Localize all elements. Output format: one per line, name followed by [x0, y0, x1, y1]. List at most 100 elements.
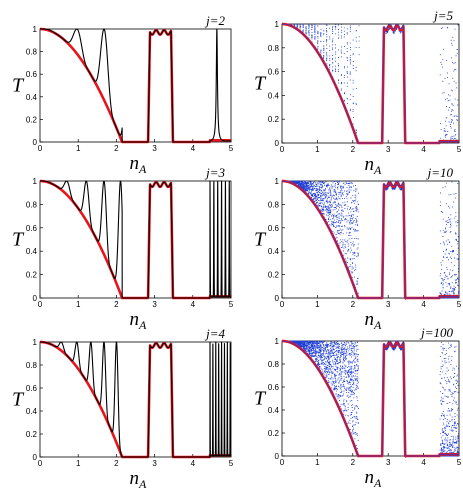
x-tick-label: 1: [315, 300, 320, 309]
y-axis-label: T: [254, 229, 267, 251]
x-axis-label: nA: [130, 468, 148, 491]
plot-area: [40, 179, 231, 300]
envelope-series: [40, 340, 231, 459]
band-outline: [282, 180, 459, 299]
calculated-series: [40, 180, 231, 299]
x-tick-label: 2: [114, 144, 119, 153]
envelope-series: [282, 179, 459, 300]
y-tick-label: 0.8: [268, 200, 280, 209]
x-axis-label-subscript: A: [373, 476, 382, 490]
x-axis-label-subscript: A: [138, 318, 147, 332]
x-tick-label: 4: [191, 459, 196, 468]
x-tick-label: 2: [114, 459, 119, 468]
panel-label: j=100: [419, 325, 453, 340]
y-tick-label: 0.2: [26, 430, 38, 439]
y-tick-label: 0.8: [26, 200, 38, 209]
x-axis-label: nA: [130, 153, 148, 176]
x-tick-label: 0: [280, 300, 285, 309]
x-tick-label: 5: [229, 459, 234, 468]
x-axis-label-subscript: A: [373, 163, 382, 177]
y-tick-label: 0.6: [26, 384, 38, 393]
x-tick-label: 1: [315, 458, 320, 467]
y-tick-label: 0.8: [26, 48, 38, 57]
x-axis-label: nA: [365, 309, 383, 332]
y-tick-label: 0: [33, 138, 38, 147]
panel-label: j=10: [426, 165, 454, 180]
x-tick-label: 4: [421, 458, 426, 467]
y-tick-label: 0: [275, 452, 280, 461]
y-axis-label: T: [12, 229, 25, 251]
x-tick-label: 0: [38, 459, 43, 468]
x-tick-label: 2: [351, 458, 356, 467]
plot-frame: [39, 180, 232, 299]
y-tick-label: 0.8: [268, 44, 280, 53]
y-tick-label: 0.2: [268, 115, 280, 124]
x-tick-label: 4: [191, 300, 196, 309]
x-tick-label: 1: [315, 145, 320, 154]
band-outline: [282, 23, 459, 144]
x-tick-label: 1: [76, 300, 81, 309]
y-tick-label: 0.2: [268, 271, 280, 280]
y-tick-label: 0.6: [268, 224, 280, 233]
x-tick-label: 3: [386, 145, 391, 154]
panel-j-2: 0 1 2 3 4 5 0 0.2 0.4 0.6 0.8 1 j=2 TnA: [12, 13, 234, 176]
x-tick-label: 5: [229, 300, 234, 309]
x-tick-label: 1: [76, 144, 81, 153]
y-axis-label: T: [12, 75, 25, 97]
envelope-series: [282, 22, 459, 145]
plot-area: [282, 179, 459, 300]
x-tick-label: 3: [386, 458, 391, 467]
x-tick-label: 4: [421, 145, 426, 154]
y-tick-label: 0.4: [26, 407, 38, 416]
plot-area: [40, 27, 231, 144]
y-tick-label: 1: [275, 20, 280, 29]
x-tick-label: 4: [421, 300, 426, 309]
x-axis-label-subscript: A: [373, 318, 382, 332]
x-tick-label: 3: [152, 144, 157, 153]
y-tick-label: 0: [33, 294, 38, 303]
y-tick-label: 0.4: [26, 247, 38, 256]
y-tick-label: 1: [33, 25, 38, 34]
x-tick-label: 5: [457, 458, 462, 467]
y-tick-label: 0: [33, 453, 38, 462]
x-tick-label: 3: [386, 300, 391, 309]
y-tick-label: 0.6: [268, 383, 280, 392]
y-tick-label: 0.8: [26, 361, 38, 370]
envelope-series: [40, 179, 231, 300]
y-tick-label: 0.4: [268, 91, 280, 100]
x-tick-label: 3: [152, 300, 157, 309]
x-tick-label: 2: [351, 300, 356, 309]
x-axis-label-subscript: A: [138, 477, 147, 491]
y-tick-label: 1: [33, 177, 38, 186]
envelope-series: [282, 339, 459, 458]
x-tick-label: 2: [351, 145, 356, 154]
panel-label: j=2: [204, 13, 225, 28]
x-axis-label: nA: [365, 154, 383, 177]
plot-area: [282, 339, 459, 458]
panel-j-4: 0 1 2 3 4 5 0 0.2 0.4 0.6 0.8 1 j=4 TnA: [12, 326, 234, 491]
y-tick-label: 1: [33, 338, 38, 347]
panel-j-5: 0 1 2 3 4 5 0 0.2 0.4 0.6 0.8 1 j=5 TnA: [254, 8, 462, 177]
x-tick-label: 0: [38, 300, 43, 309]
y-tick-label: 0.2: [26, 271, 38, 280]
plot-area: [282, 22, 459, 145]
x-tick-label: 3: [152, 459, 157, 468]
x-tick-label: 1: [76, 459, 81, 468]
x-axis-label-subscript: A: [138, 162, 147, 176]
x-tick-label: 4: [191, 144, 196, 153]
panel-j-10: 0 1 2 3 4 5 0 0.2 0.4 0.6 0.8 1 j=10 TnA: [254, 165, 462, 332]
x-tick-label: 5: [457, 300, 462, 309]
y-tick-label: 0.6: [26, 224, 38, 233]
x-tick-label: 0: [280, 458, 285, 467]
y-axis-label: T: [12, 389, 25, 411]
calculated-series: [282, 180, 459, 300]
x-tick-label: 0: [280, 145, 285, 154]
y-axis-label: T: [254, 73, 267, 95]
y-axis-label: T: [254, 388, 267, 410]
y-tick-label: 0.2: [26, 115, 38, 124]
panel-label: j=5: [432, 8, 453, 23]
panel-j-100: 0 1 2 3 4 5 0 0.2 0.4 0.6 0.8 1 j=100 TnA: [254, 325, 462, 490]
y-tick-label: 0: [275, 294, 280, 303]
plot-area: [40, 340, 231, 459]
